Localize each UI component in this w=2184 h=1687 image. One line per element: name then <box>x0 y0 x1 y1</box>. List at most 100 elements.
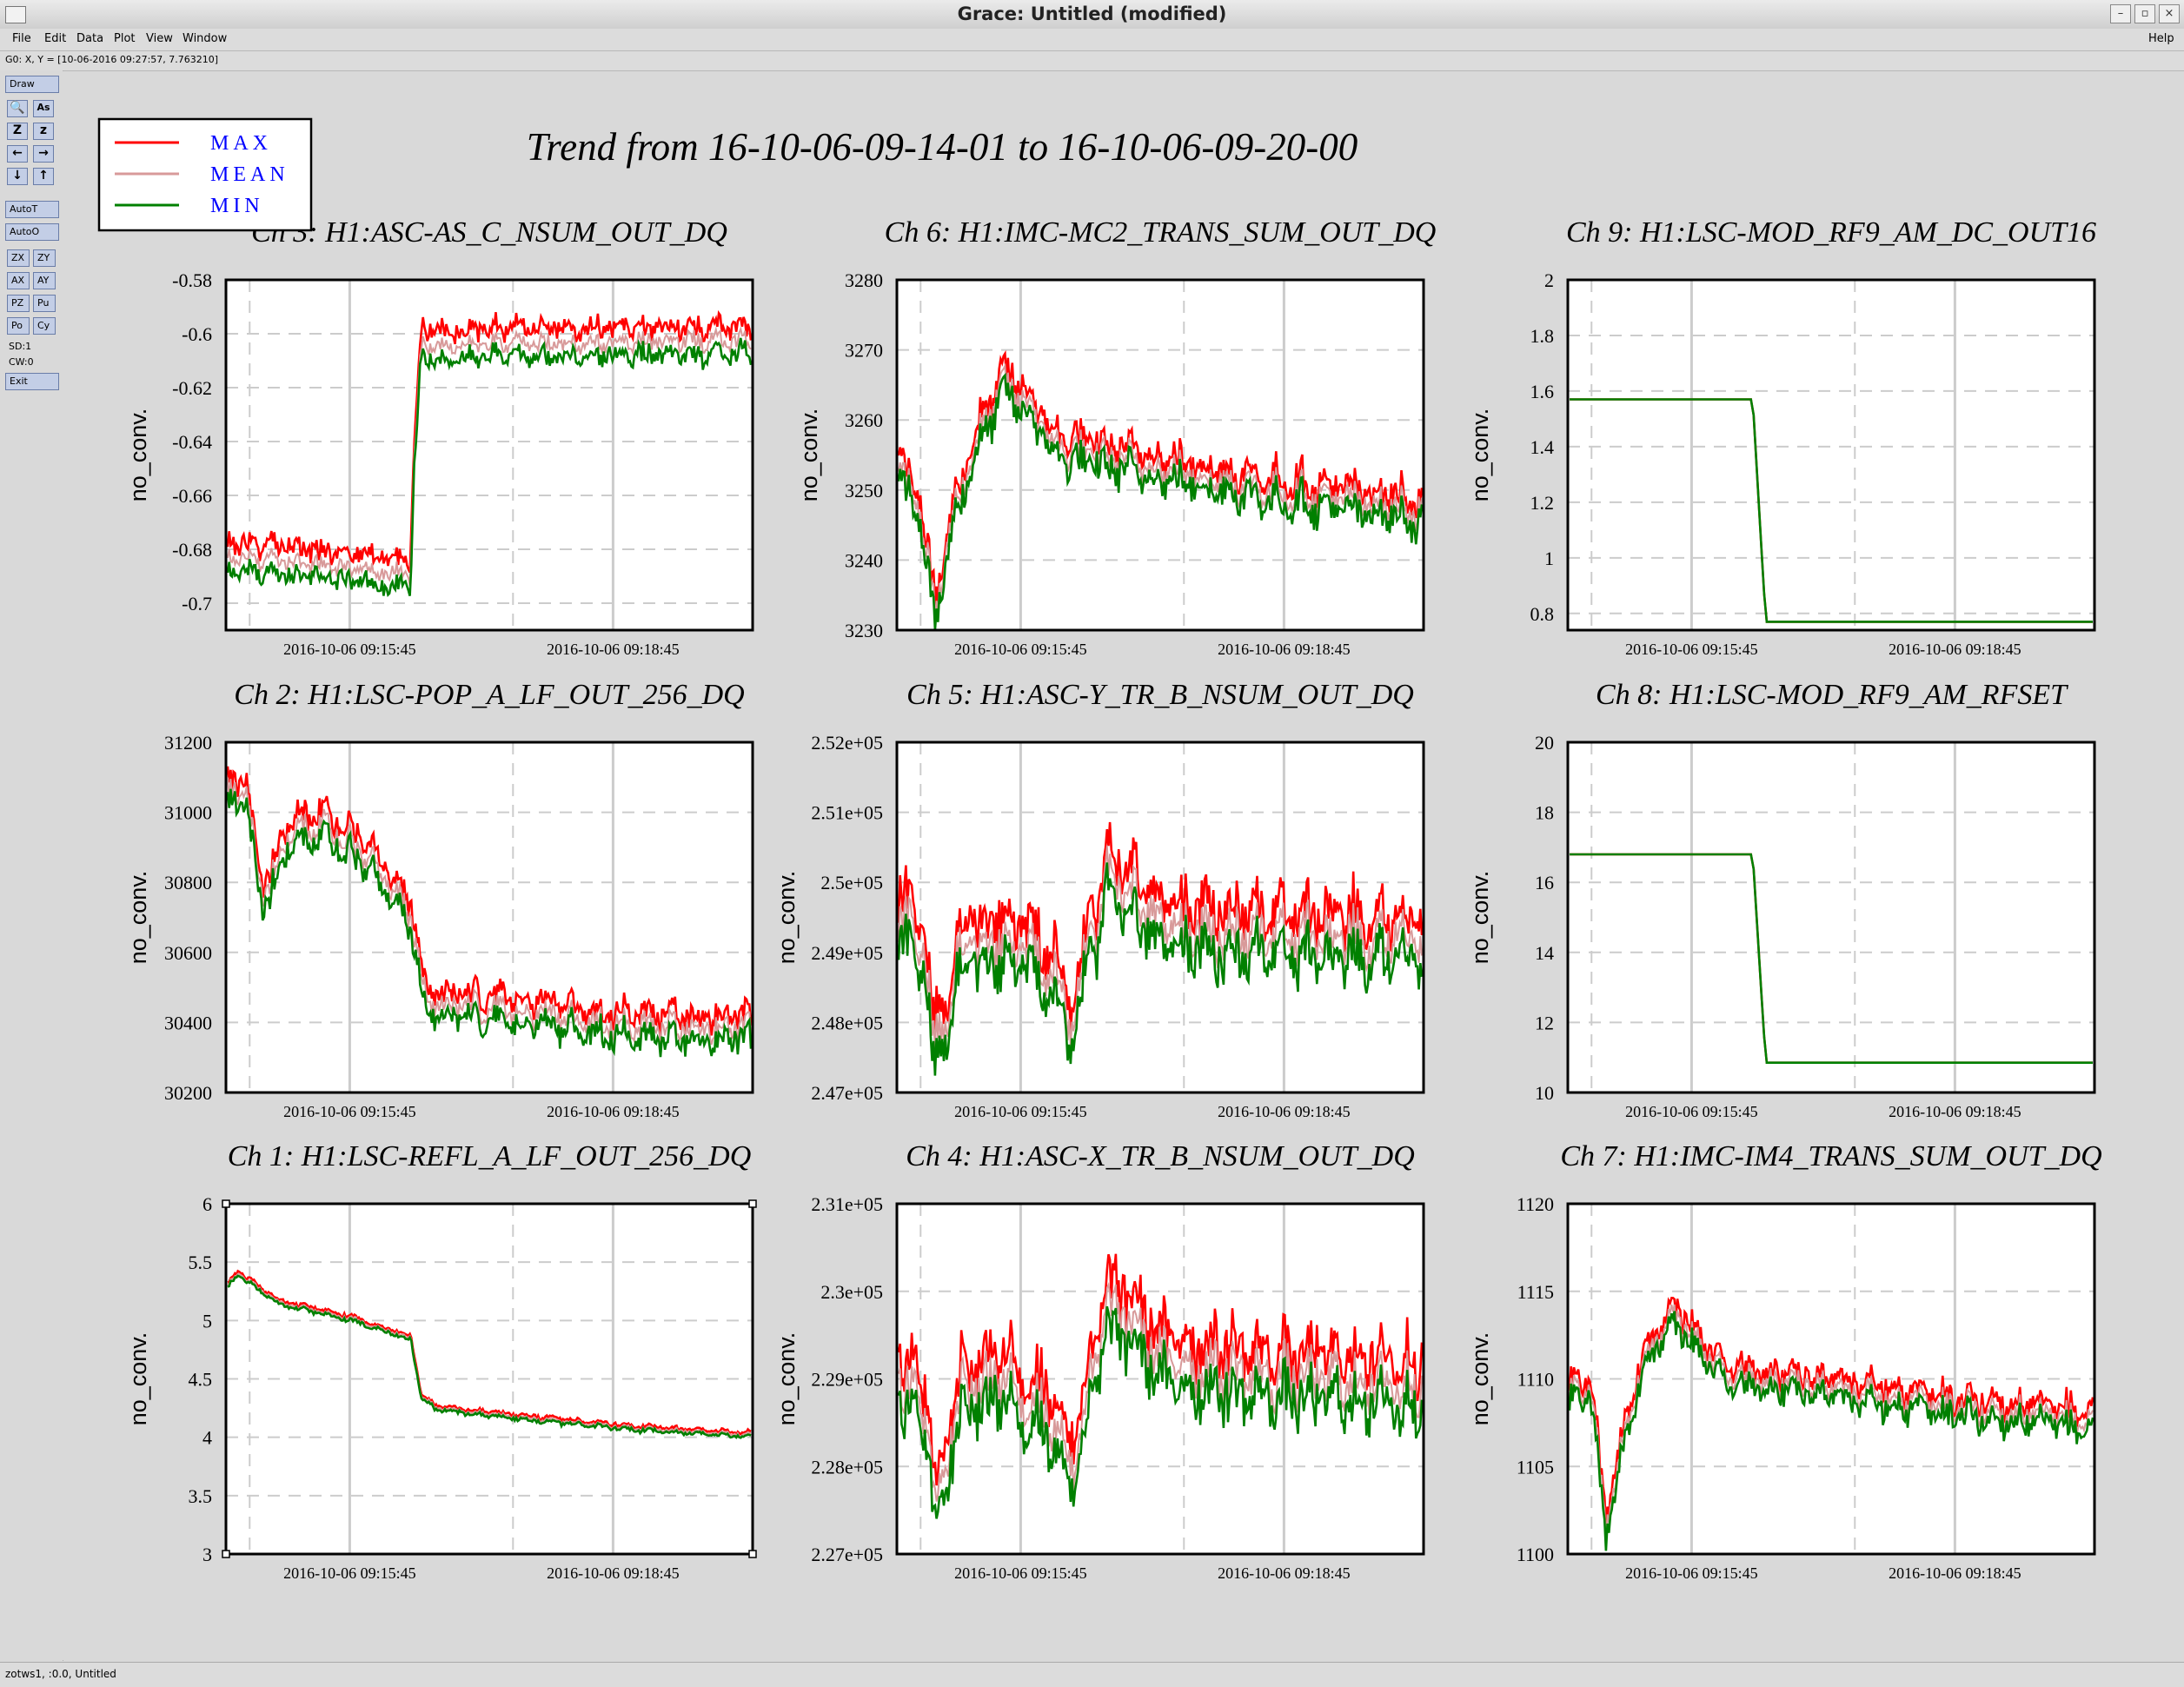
y-tick-label: 2.49e+05 <box>811 942 883 964</box>
y-tick-label: 2.51e+05 <box>811 802 883 824</box>
y-tick-label: -0.66 <box>172 485 212 507</box>
autoo-button[interactable]: AutoO <box>5 223 59 241</box>
x-tick-label: 2016-10-06 09:15:45 <box>954 1564 1087 1582</box>
zx-button[interactable]: ZX <box>7 249 30 267</box>
pz-button[interactable]: PZ <box>7 295 30 312</box>
chart-3[interactable]: 2 1.8 1.6 1.4 1.2 1 0.8 2016-10-06 09:15:45 2016… <box>1467 216 2096 658</box>
series-min <box>1570 853 2093 1064</box>
chart-4[interactable]: 31200 31000 30800 30600 30400 30200 2016-10-06… <box>125 679 754 1120</box>
menu-plot[interactable]: Plot <box>114 32 136 45</box>
y-tick-label: 0.8 <box>1530 603 1555 625</box>
current-world-label: CW:0 <box>9 356 34 368</box>
series-max <box>226 309 753 574</box>
y-tick-label: 1.6 <box>1530 381 1555 402</box>
y-tick-label: 1100 <box>1517 1544 1554 1565</box>
arrow-up-icon[interactable]: ↑ <box>33 168 54 185</box>
arrow-right-icon[interactable]: → <box>33 145 54 163</box>
chart-9[interactable]: 1120 1115 1110 1105 1100 2016-10-06 09:15:45 2… <box>1467 1140 2102 1582</box>
y-axis-label: no_conv. <box>1467 408 1493 502</box>
y-tick-label: 3230 <box>845 620 883 641</box>
series-mean <box>227 326 752 586</box>
y-tick-label: -0.68 <box>172 539 212 561</box>
y-tick-label: 1.8 <box>1530 325 1555 347</box>
chart-2[interactable]: 3280 3270 3260 3250 3240 3230 2016-10-06 09:15… <box>796 216 1436 658</box>
y-tick-label: 3240 <box>845 549 883 571</box>
series-max <box>227 1269 752 1438</box>
y-tick-label: 12 <box>1535 1012 1554 1033</box>
menu-edit[interactable]: Edit <box>44 32 67 45</box>
selection-handle[interactable] <box>748 1199 757 1208</box>
x-tick-label: 2016-10-06 09:18:45 <box>1889 1103 2021 1120</box>
po-button[interactable]: Po <box>7 317 30 335</box>
set-display-label: SD:1 <box>9 341 32 352</box>
chart-title: Ch 9: H1:LSC-MOD_RF9_AM_DC_OUT16 <box>1566 216 2096 249</box>
selection-handle[interactable] <box>222 1199 230 1208</box>
selection-handle[interactable] <box>222 1550 230 1558</box>
x-tick-label: 2016-10-06 09:18:45 <box>1889 641 2021 658</box>
zy-button[interactable]: ZY <box>33 249 56 267</box>
y-tick-label: 3 <box>202 1544 212 1565</box>
y-tick-label: 14 <box>1535 942 1554 964</box>
autot-button[interactable]: AutoT <box>5 201 59 218</box>
arrow-down-icon[interactable]: ↓ <box>7 168 28 185</box>
minimize-button[interactable]: – <box>2110 4 2131 23</box>
series-max <box>897 349 1424 606</box>
y-tick-label: -0.6 <box>182 323 212 345</box>
window-menu-button[interactable] <box>5 6 26 23</box>
menu-file[interactable]: File <box>12 32 31 45</box>
y-tick-label: 30200 <box>164 1082 212 1104</box>
y-tick-label: 2.52e+05 <box>811 732 883 754</box>
y-tick-label: 2 <box>1544 269 1554 291</box>
series-min <box>1570 398 2093 623</box>
chart-8[interactable]: 2.31e+05 2.3e+05 2.29e+05 2.28e+05 2.27e+05 2… <box>773 1140 1425 1582</box>
status-text: zotws1, :0.0, Untitled <box>5 1668 116 1680</box>
series-min <box>226 788 753 1058</box>
x-tick-label: 2016-10-06 09:15:45 <box>283 1564 416 1582</box>
y-axis-label: no_conv. <box>125 408 151 502</box>
autoscale-icon[interactable]: As <box>33 100 54 117</box>
y-axis-label: no_conv. <box>125 1332 151 1426</box>
menu-window[interactable]: Window <box>183 32 228 45</box>
series-mean <box>898 1281 1423 1502</box>
y-tick-label: -0.7 <box>182 593 212 614</box>
close-button[interactable]: × <box>2159 4 2180 23</box>
y-tick-label: 2.48e+05 <box>811 1012 883 1033</box>
chart-7[interactable]: 6 5.5 5 4.5 4 3.5 3 2016-10-06 09:15:45 2016-10-… <box>125 1140 757 1582</box>
menu-view[interactable]: View <box>146 32 173 45</box>
chart-6[interactable]: 20 18 16 14 12 10 2016-10-06 09:15:45 2016-10-0… <box>1467 679 2096 1120</box>
y-axis-label: no_conv. <box>125 871 151 965</box>
draw-button[interactable]: Draw <box>5 76 59 93</box>
arrow-left-icon[interactable]: ← <box>7 145 28 163</box>
cy-button[interactable]: Cy <box>33 317 56 335</box>
x-tick-label: 2016-10-06 09:18:45 <box>547 1103 680 1120</box>
series-mean <box>227 777 752 1046</box>
chart-5[interactable]: 2.52e+05 2.51e+05 2.5e+05 2.49e+05 2.48e+05 2… <box>773 679 1425 1120</box>
locator-readout: G0: X, Y = [10-06-2016 09:27:57, 7.76321… <box>5 54 219 65</box>
selection-handle[interactable] <box>748 1550 757 1558</box>
plot-area[interactable]: Trend from 16-10-06-09-14-01 to 16-10-06… <box>63 71 2184 1660</box>
title-bar: Grace: Untitled (modified) – ▫ × <box>0 0 2184 30</box>
ay-button[interactable]: AY <box>33 272 56 289</box>
menu-data[interactable]: Data <box>76 32 104 45</box>
chart-title: Ch 6: H1:IMC-MC2_TRANS_SUM_OUT_DQ <box>885 216 1437 249</box>
y-tick-label: 2.27e+05 <box>811 1544 883 1565</box>
zoom-icon[interactable]: 🔍 <box>7 100 28 117</box>
exit-button[interactable]: Exit <box>5 373 59 390</box>
ax-button[interactable]: AX <box>7 272 30 289</box>
zoom-out-icon[interactable]: z <box>33 123 54 140</box>
y-tick-label: 2.31e+05 <box>811 1193 883 1215</box>
chart-1[interactable]: -0.58 -0.6 -0.62 -0.64 -0.66 -0.68 -0.7 2016-10… <box>125 216 754 658</box>
legend-label-min: MIN <box>210 195 264 217</box>
x-tick-label: 2016-10-06 09:18:45 <box>547 1564 680 1582</box>
y-tick-label: 10 <box>1535 1082 1554 1104</box>
plot-background <box>226 742 753 1093</box>
maximize-button[interactable]: ▫ <box>2134 4 2155 23</box>
x-tick-label: 2016-10-06 09:15:45 <box>954 641 1087 658</box>
chart-title: Ch 8: H1:LSC-MOD_RF9_AM_RFSET <box>1596 679 2068 711</box>
menu-help[interactable]: Help <box>2148 32 2174 45</box>
zoom-in-icon[interactable]: Z <box>7 123 28 140</box>
pu-button[interactable]: Pu <box>33 295 56 312</box>
plot-canvas[interactable]: Trend from 16-10-06-09-14-01 to 16-10-06… <box>63 71 2184 1660</box>
legend-label-mean: MEAN <box>210 163 289 186</box>
y-tick-label: 1.4 <box>1530 436 1555 458</box>
